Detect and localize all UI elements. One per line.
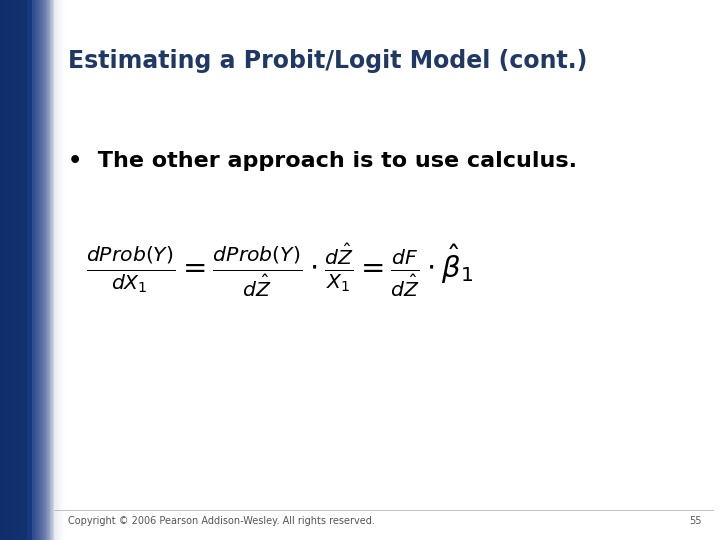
Bar	[0, 0, 35, 540]
Text: 55: 55	[690, 516, 702, 526]
Bar	[29, 0, 31, 540]
Bar	[0, 0, 27, 540]
Bar	[0, 0, 51, 540]
Text: $\frac{dProb(Y)}{dX_1} = \frac{dProb(Y)}{d\hat{Z}} \cdot \frac{d\hat{Z}}{X_1} = : $\frac{dProb(Y)}{dX_1} = \frac{dProb(Y)}…	[86, 241, 474, 299]
Bar	[0, 0, 34, 540]
Bar	[0, 0, 37, 540]
Bar	[53, 0, 55, 540]
Bar	[0, 0, 17, 540]
Bar	[0, 0, 6, 540]
Bar	[0, 0, 15, 540]
Bar	[0, 0, 19, 540]
Bar	[50, 0, 52, 540]
Bar	[0, 0, 24, 540]
Bar	[0, 0, 45, 540]
Bar	[38, 0, 40, 540]
Bar	[32, 0, 35, 540]
Bar	[27, 0, 29, 540]
Bar	[0, 0, 54, 540]
Bar	[0, 0, 1, 540]
Bar	[0, 0, 37, 540]
Bar	[55, 0, 58, 540]
Bar	[57, 0, 59, 540]
Bar	[0, 0, 12, 540]
Text: •  The other approach is to use calculus.: • The other approach is to use calculus.	[68, 151, 577, 171]
Bar	[44, 0, 46, 540]
Bar	[0, 0, 40, 540]
Bar	[0, 0, 32, 540]
Bar	[40, 0, 42, 540]
Bar	[35, 0, 37, 540]
Bar	[48, 0, 50, 540]
Bar	[0, 0, 50, 540]
Bar	[0, 0, 3, 540]
Bar	[0, 0, 20, 540]
Bar	[0, 0, 49, 540]
Bar	[0, 0, 23, 540]
Text: Copyright © 2006 Pearson Addison-Wesley. All rights reserved.: Copyright © 2006 Pearson Addison-Wesley.…	[68, 516, 375, 526]
Bar	[0, 0, 42, 540]
Bar	[42, 0, 44, 540]
Bar	[0, 0, 14, 540]
Bar	[52, 0, 53, 540]
Bar	[31, 0, 32, 540]
Bar	[0, 0, 9, 540]
Bar	[0, 0, 39, 540]
Bar	[0, 0, 46, 540]
Bar	[0, 0, 5, 540]
Bar	[0, 0, 26, 540]
Bar	[0, 0, 30, 540]
Bar	[0, 0, 31, 540]
Bar	[59, 0, 61, 540]
Bar	[63, 0, 65, 540]
Bar	[0, 0, 28, 540]
Bar	[61, 0, 63, 540]
Bar	[0, 0, 43, 540]
Bar	[0, 0, 4, 540]
Bar	[0, 0, 32, 540]
Bar	[0, 0, 22, 540]
Bar	[0, 0, 17, 540]
Bar	[46, 0, 48, 540]
Bar	[0, 0, 8, 540]
Bar	[0, 0, 11, 540]
Bar	[0, 0, 48, 540]
Bar	[37, 0, 38, 540]
Text: Estimating a Probit/Logit Model (cont.): Estimating a Probit/Logit Model (cont.)	[68, 49, 588, 72]
Bar	[0, 0, 53, 540]
